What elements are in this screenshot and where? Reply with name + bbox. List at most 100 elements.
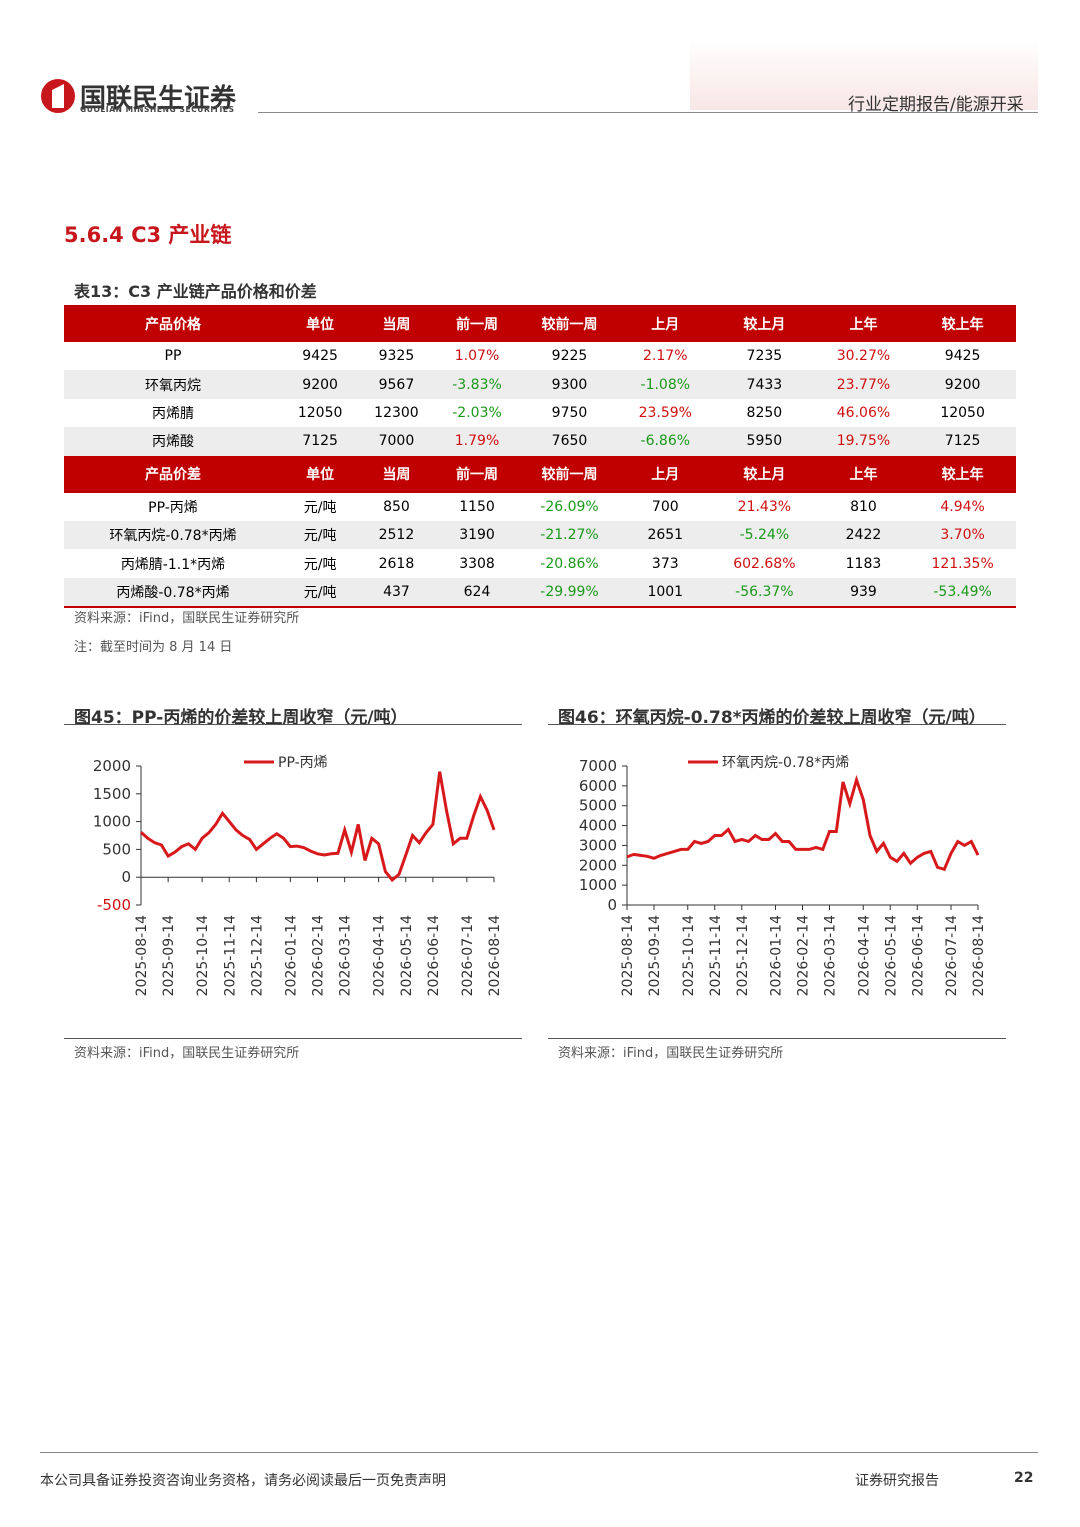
legend-label: PP-丙烯 (278, 755, 328, 771)
table-cell: 2618 (378, 555, 415, 572)
header-cell: 较上月 (743, 316, 786, 333)
table-cell: 环氧丙烷 (144, 377, 201, 394)
chart-rule (548, 724, 1006, 725)
series-line (139, 771, 496, 883)
header-cell: 产品价差 (144, 467, 201, 484)
y-tick-label: 2000 (579, 856, 617, 874)
table-cell: -21.27% (540, 527, 599, 544)
x-tick-label: 2026-04-14 (372, 915, 388, 996)
table-row: PP-丙烯 元/吨 850 1150 -26.09% 700 21.43% 810 4.94% (64, 492, 1016, 521)
x-tick-label: 2026-04-14 (856, 915, 872, 996)
table-cell: 9750 (551, 404, 588, 421)
header-skyline (690, 40, 1038, 110)
disclaimer: 本公司具备证券投资咨询业务资格，请务必阅读最后一页免责声明 (40, 1473, 446, 1489)
table-cell: 9200 (944, 376, 981, 393)
y-tick-label: 0 (607, 896, 617, 914)
x-tick-label: 2026-06-14 (426, 915, 442, 996)
table-cell: 23.59% (638, 404, 692, 421)
table-row: 环氧丙烷-0.78*丙烯 元/吨 2512 3190 -21.27% 2651 -5.24%… (64, 520, 1016, 550)
table-cell: -6.86% (640, 433, 691, 450)
table-cell: 9200 (302, 376, 338, 393)
table-cell: 2422 (845, 527, 882, 544)
table-cell: -53.49% (933, 583, 992, 600)
x-tick-label: 2026-07-14 (944, 915, 960, 996)
table-cell: 2512 (378, 527, 415, 544)
table-cell: 丙烯酸 (151, 434, 194, 451)
chart-title: 图46：环氧丙烷-0.78*丙烯的价差较上周收窄（元/吨） (558, 708, 986, 728)
table-cell: 丙烯腈 (151, 405, 194, 422)
table-cell: -3.83% (452, 376, 502, 393)
table-cell: 12300 (374, 404, 419, 421)
table-cell: 7000 (378, 433, 415, 450)
header-cell: 较上年 (941, 316, 984, 333)
x-tick-label: 2026-08-14 (971, 915, 987, 996)
x-tick-label: 2025-09-14 (161, 915, 177, 996)
table-cell: 7650 (551, 433, 588, 450)
header-cell: 较前一周 (541, 316, 598, 333)
table-cell: 丙烯酸-0.78*丙烯 (116, 584, 230, 601)
x-tick-label: 2025-10-14 (195, 915, 211, 996)
table-cell: 602.68% (733, 555, 796, 572)
section-title: 5.6.4 C3 产业链 (64, 223, 232, 247)
y-tick-label: 7000 (579, 757, 617, 775)
chart-rule (64, 724, 522, 725)
x-tick-label: 2025-10-14 (681, 915, 697, 996)
table-cell: 9325 (378, 348, 415, 365)
table-cell: 9425 (302, 348, 338, 365)
table-cell: -20.86% (540, 555, 599, 572)
table-row: 环氧丙烷 9200 9567 -3.83% 9300 -1.08% 7433 23.77% 92… (64, 370, 1016, 399)
header-row: 产品价差 单位 当周 前一周 较前一周 上月 较上月 上年 较上年 (64, 455, 1016, 493)
x-tick-label: 2025-12-14 (249, 915, 265, 996)
x-tick-label: 2025-08-14 (134, 915, 150, 996)
table-cell: 624 (463, 583, 491, 600)
table-cell: 1.07% (454, 348, 500, 365)
table-row: 丙烯腈 12050 12300 -2.03% 9750 23.59% 8250 46.06% 1… (64, 398, 1016, 428)
header-row: 产品价格 单位 当周 前一周 较前一周 上月 较上月 上年 较上年 (64, 305, 1016, 342)
line-chart: -500 0 500 1000 1500 2000 2025-08-14 2025-09-14… (93, 755, 503, 996)
table-cell: 元/吨 (303, 528, 337, 545)
table-source: 资料来源：iFind，国联民生证券研究所 (74, 611, 300, 626)
table-cell: 12050 (940, 404, 985, 421)
table-row: 丙烯腈-1.1*丙烯 元/吨 2618 3308 -20.86% 373 602.68% 11… (64, 549, 1016, 578)
table-cell: 9300 (551, 376, 588, 393)
table-cell: 9425 (944, 348, 981, 365)
x-tick-label: 2026-03-14 (338, 915, 354, 996)
chart-source: 资料来源：iFind，国联民生证券研究所 (74, 1046, 300, 1061)
x-tick-label: 2026-08-14 (487, 915, 503, 996)
legend-label: 环氧丙烷-0.78*丙烯 (722, 755, 849, 771)
header-cell: 上月 (651, 467, 680, 484)
table-cell: 8250 (746, 404, 783, 421)
x-tick-label: 2025-12-14 (735, 915, 751, 996)
table-cell: PP-丙烯 (148, 499, 198, 516)
y-tick-label: 1500 (93, 785, 131, 803)
x-tick-label: 2026-05-14 (883, 915, 899, 996)
header-cell: 单位 (306, 467, 335, 484)
table-cell: 3190 (459, 527, 495, 544)
table-cell: 437 (383, 583, 410, 600)
series-line (626, 774, 980, 872)
table-cell: 9567 (378, 376, 415, 393)
table-cell: 5950 (746, 433, 783, 450)
x-tick-label: 2026-07-14 (460, 915, 476, 996)
table-cell: 19.75% (836, 433, 891, 450)
table-cell: 23.77% (836, 376, 891, 393)
x-tick-label: 2026-03-14 (823, 915, 839, 996)
y-tick-label: 1000 (93, 813, 131, 831)
header-cell: 前一周 (456, 467, 499, 484)
table-cell: -26.09% (540, 498, 599, 515)
y-tick-label: 1000 (579, 876, 617, 894)
table-row: 丙烯酸-0.78*丙烯 元/吨 437 624 -29.99% 1001 -56.37% 93… (64, 577, 1016, 608)
table-cell: 46.06% (836, 404, 891, 421)
header-cell: 单位 (306, 316, 335, 333)
table-title: 表13：C3 产业链产品价格和价差 (74, 282, 317, 301)
y-tick-label: 500 (102, 840, 131, 858)
x-tick-label: 2026-01-14 (283, 915, 299, 996)
price-table: 产品价格 单位 当周 前一周 较前一周 上月 较上月 上年 较上年 PP 9425 9325 1.07%… (64, 305, 1016, 609)
chart-rule (548, 1038, 1006, 1039)
table-cell: 7125 (944, 433, 981, 450)
table-cell: 850 (383, 498, 410, 515)
header-cell: 产品价格 (144, 316, 201, 333)
header-cell: 较前一周 (541, 467, 598, 484)
x-tick-label: 2025-11-14 (222, 915, 238, 996)
report-type: 行业定期报告/能源开采 (848, 95, 1024, 115)
